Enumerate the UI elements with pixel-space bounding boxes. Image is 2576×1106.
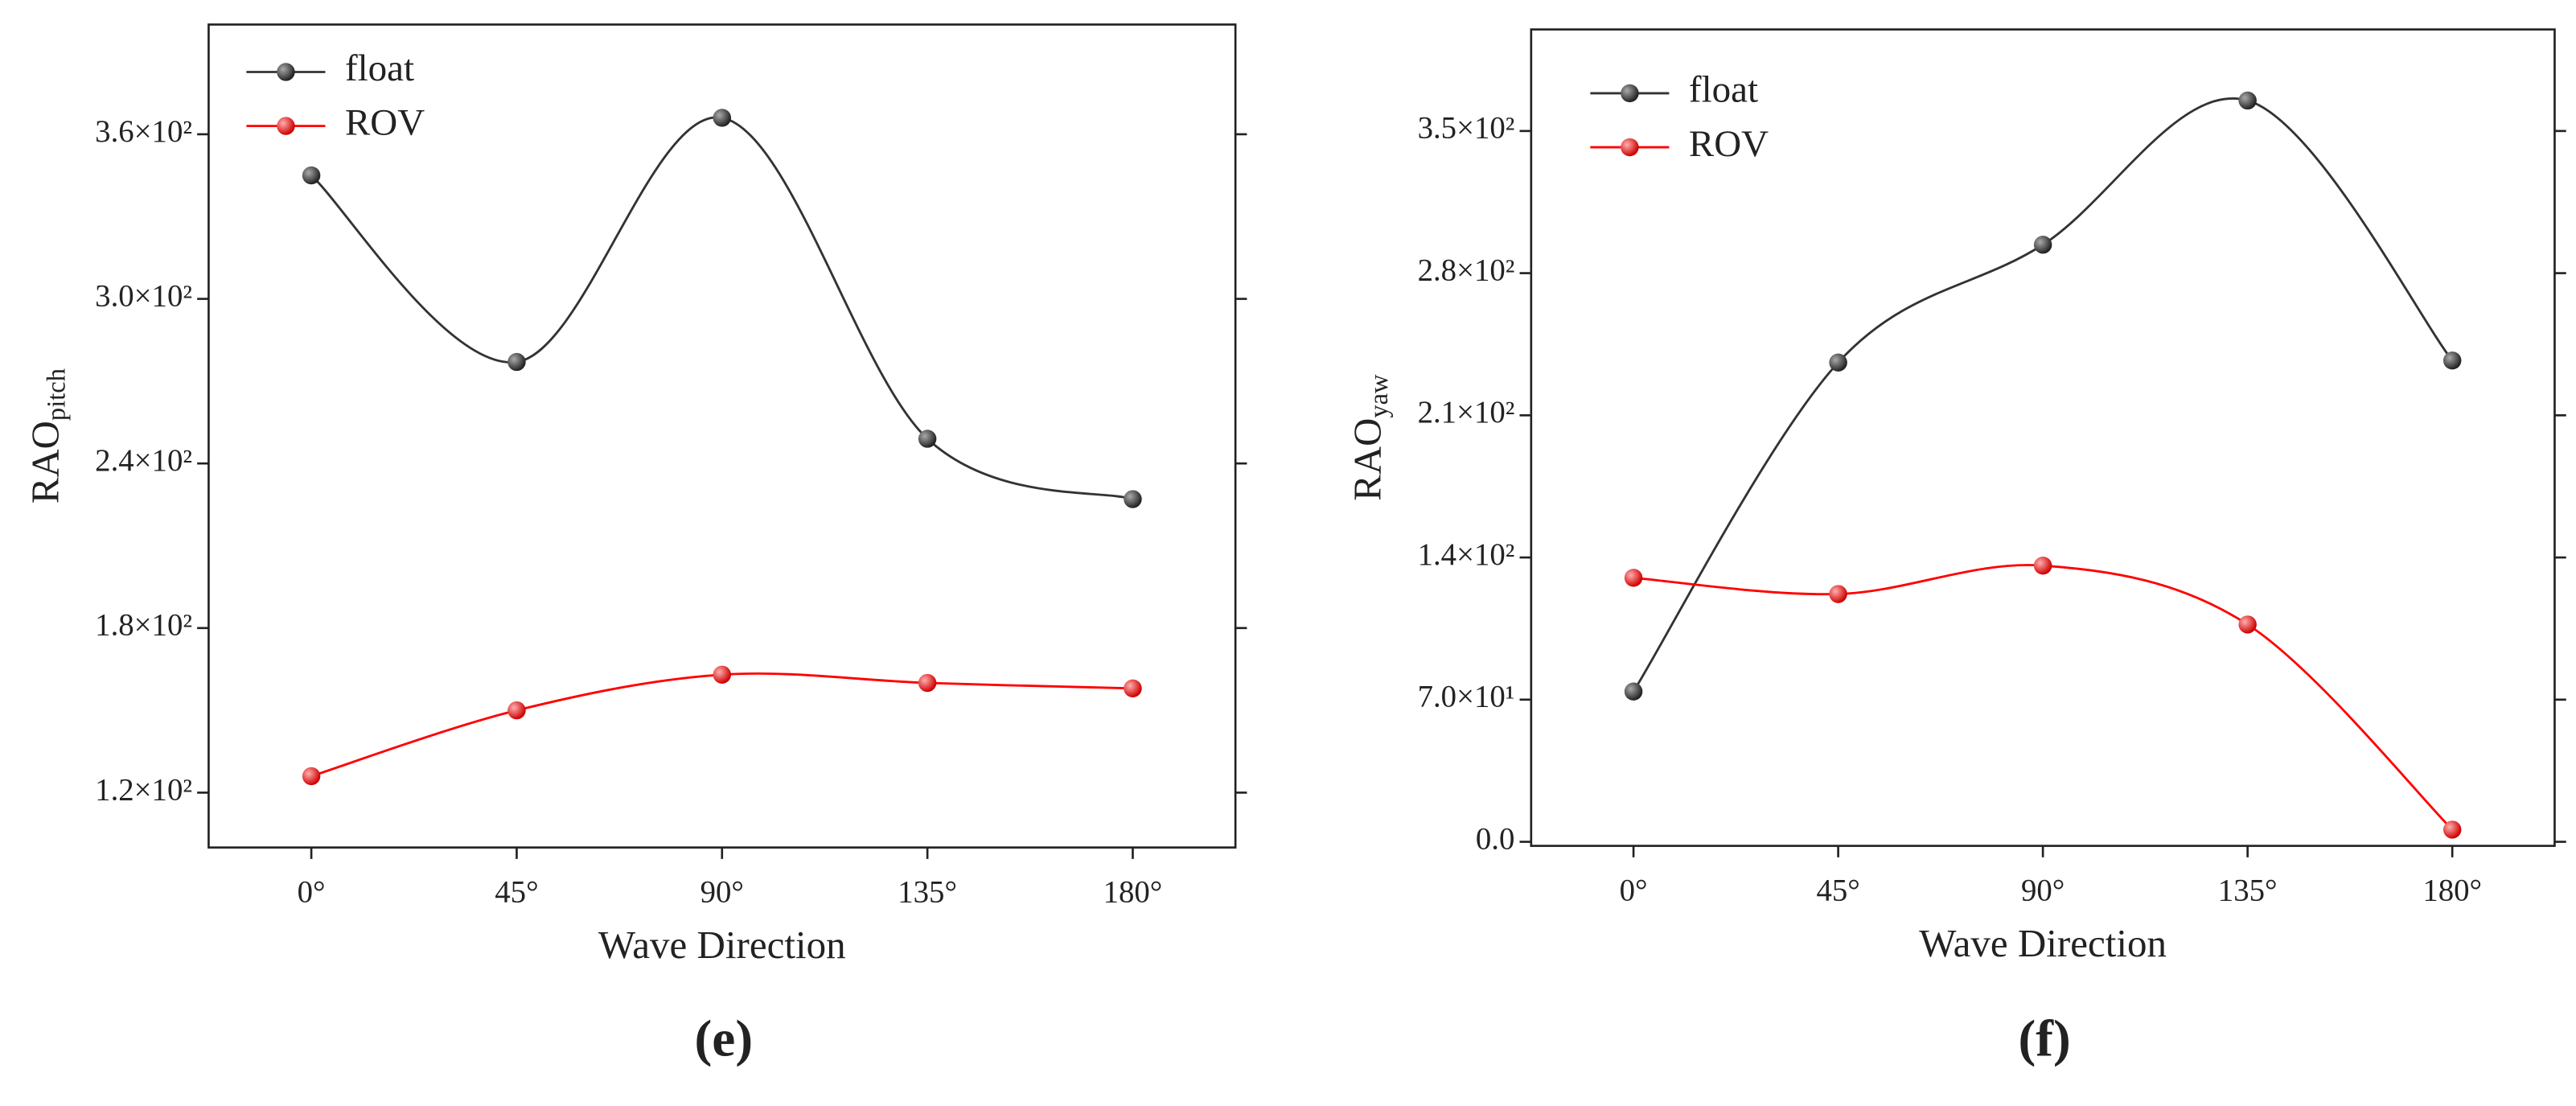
data-point <box>302 767 321 786</box>
series-line <box>310 672 1133 778</box>
data-point <box>918 673 937 693</box>
legend-label: ROV <box>345 101 425 143</box>
y-tick-label: 3.6×10² <box>95 114 192 149</box>
x-tick-label: 45° <box>1816 874 1859 908</box>
data-point <box>713 665 732 684</box>
legend-marker <box>277 117 295 135</box>
plot-frame <box>1530 28 2556 847</box>
legend-label: ROV <box>1689 123 1769 165</box>
data-point <box>1624 569 1643 587</box>
x-axis-label: Wave Direction <box>1919 921 2167 965</box>
data-point <box>302 166 321 185</box>
y-axis-label: RAOyaw <box>1346 374 1395 501</box>
x-tick-label: 135° <box>2218 874 2278 908</box>
y-tick-label: 1.4×10² <box>1418 537 1515 572</box>
data-point <box>2033 556 2052 575</box>
legend-label: float <box>1689 69 1758 111</box>
x-tick-label: 180° <box>2422 874 2482 908</box>
data-point <box>507 352 526 372</box>
y-tick-label: 3.5×10² <box>1418 111 1515 146</box>
x-tick-label: 90° <box>2021 874 2064 908</box>
y-tick-label: 2.8×10² <box>1418 253 1515 288</box>
y-axis-label-sub: pitch <box>43 368 72 421</box>
y-axis-label-sub: yaw <box>1365 374 1394 418</box>
series-line <box>1633 564 2454 831</box>
data-point <box>2238 91 2257 110</box>
data-point <box>1124 679 1142 698</box>
series-line <box>1632 97 2454 693</box>
legend-marker <box>1621 138 1639 157</box>
y-axis-label-main: RAO <box>23 421 67 504</box>
data-point <box>1829 585 1847 603</box>
panel-label: (f) <box>2019 1010 2071 1068</box>
x-axis-label: Wave Direction <box>598 923 846 967</box>
y-tick-label: 0.0 <box>1476 821 1515 856</box>
data-point <box>1624 682 1643 701</box>
data-point <box>918 430 937 448</box>
legend-marker <box>1621 84 1639 103</box>
data-point <box>2238 615 2257 634</box>
y-tick-label: 2.1×10² <box>1418 395 1515 430</box>
y-axis-label: RAOpitch <box>23 368 72 504</box>
data-point <box>2033 236 2052 254</box>
series-line <box>310 116 1133 500</box>
x-tick-label: 0° <box>298 875 326 910</box>
data-point <box>1124 490 1142 508</box>
panel-label: (e) <box>695 1010 754 1068</box>
data-point <box>713 109 732 127</box>
y-tick-label: 3.0×10² <box>95 278 192 313</box>
y-tick-label: 7.0×10¹ <box>1418 680 1515 714</box>
y-tick-label: 1.8×10² <box>95 608 192 643</box>
x-tick-label: 135° <box>898 875 957 910</box>
x-tick-label: 0° <box>1620 874 1648 908</box>
data-point <box>1829 353 1847 372</box>
x-tick-label: 90° <box>700 875 744 910</box>
y-tick-label: 1.2×10² <box>95 772 192 807</box>
data-point <box>507 701 526 720</box>
x-tick-label: 45° <box>495 875 538 910</box>
legend-marker <box>277 63 295 81</box>
y-axis-label-main: RAO <box>1346 418 1390 501</box>
legend-label: float <box>345 47 414 89</box>
data-point <box>2442 820 2462 839</box>
plot-frame <box>207 23 1237 849</box>
data-point <box>2442 351 2462 370</box>
y-tick-label: 2.4×10² <box>95 443 192 478</box>
x-tick-label: 180° <box>1103 875 1163 910</box>
